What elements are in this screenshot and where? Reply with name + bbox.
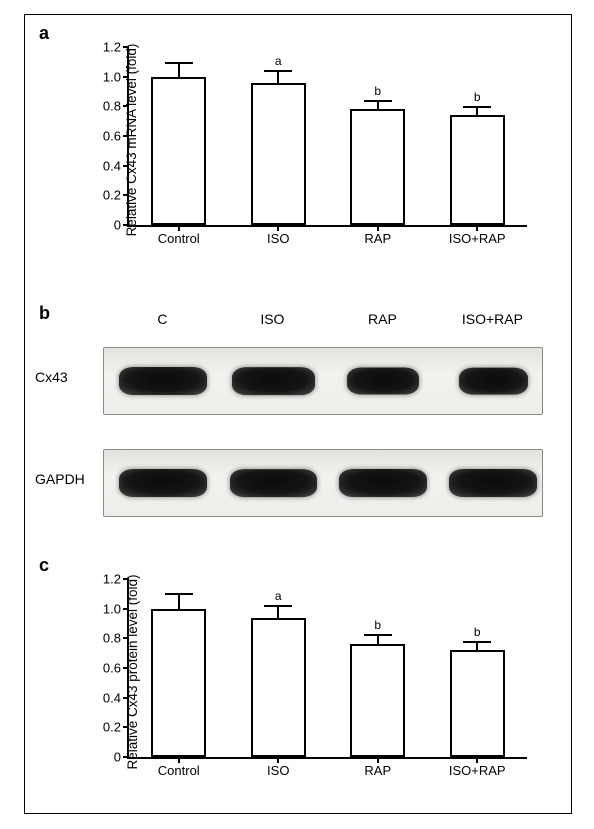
xtick-label: RAP	[364, 763, 391, 778]
blot-band	[119, 367, 207, 395]
ytick-label: 0.4	[103, 690, 121, 705]
bar	[450, 650, 505, 757]
ytick	[123, 756, 129, 758]
blot-row-label: GAPDH	[35, 471, 85, 487]
errorbar-cap	[364, 100, 392, 102]
ytick-label: 0.2	[103, 720, 121, 735]
errorbar-stem	[178, 594, 180, 609]
ytick-label: 0.6	[103, 129, 121, 144]
ytick-label: 1.2	[103, 572, 121, 587]
bar	[151, 77, 206, 225]
chart-c-plot: 00.20.40.60.81.01.2ControlISOaRAPbISO+RA…	[127, 579, 527, 759]
bar	[251, 83, 306, 225]
chart-a: Relative Cx43 mRNA level (fold) 00.20.40…	[93, 25, 543, 255]
blot-column-label: RAP	[368, 311, 397, 327]
errorbar-cap	[463, 641, 491, 643]
significance-label: a	[275, 54, 282, 68]
blot-band	[119, 469, 207, 497]
ytick	[123, 224, 129, 226]
ytick	[123, 608, 129, 610]
figure-frame: a Relative Cx43 mRNA level (fold) 00.20.…	[24, 14, 572, 814]
blot-band	[459, 368, 528, 395]
xtick-label: Control	[158, 231, 200, 246]
bar	[450, 115, 505, 225]
ytick-label: 0.8	[103, 99, 121, 114]
ytick	[123, 76, 129, 78]
blot-column-label: ISO+RAP	[462, 311, 523, 327]
significance-label: b	[474, 90, 481, 104]
ytick	[123, 726, 129, 728]
ytick-label: 0.8	[103, 631, 121, 646]
errorbar-stem	[178, 63, 180, 76]
ytick	[123, 46, 129, 48]
xtick-label: ISO+RAP	[449, 763, 506, 778]
blot-membrane	[103, 347, 543, 415]
significance-label: b	[474, 625, 481, 639]
western-blot: CISORAPISO+RAPCx43GAPDH	[93, 311, 548, 539]
significance-label: a	[275, 589, 282, 603]
errorbar-stem	[377, 101, 379, 109]
panel-a-label: a	[39, 23, 49, 44]
blot-band	[230, 469, 316, 497]
errorbar-cap	[264, 70, 292, 72]
blot-column-label: ISO	[260, 311, 284, 327]
xtick-label: ISO	[267, 763, 289, 778]
errorbar-stem	[277, 71, 279, 83]
errorbar-cap	[165, 593, 193, 595]
ytick	[123, 105, 129, 107]
errorbar-stem	[476, 642, 478, 650]
ytick-label: 0	[114, 750, 121, 765]
xtick-label: RAP	[364, 231, 391, 246]
bar	[350, 109, 405, 225]
errorbar-cap	[165, 62, 193, 64]
xtick-label: ISO	[267, 231, 289, 246]
errorbar-cap	[364, 634, 392, 636]
xtick-label: ISO+RAP	[449, 231, 506, 246]
ytick-label: 1.0	[103, 69, 121, 84]
blot-band	[339, 469, 427, 497]
bar	[151, 609, 206, 757]
bar	[251, 618, 306, 757]
ytick-label: 1.2	[103, 40, 121, 55]
blot-band	[232, 367, 316, 395]
errorbar-cap	[463, 106, 491, 108]
ytick-label: 0.2	[103, 188, 121, 203]
ytick-label: 0.6	[103, 661, 121, 676]
errorbar-stem	[476, 107, 478, 115]
bar	[350, 644, 405, 757]
blot-band	[449, 469, 537, 497]
errorbar-stem	[277, 606, 279, 618]
significance-label: b	[374, 84, 381, 98]
ytick	[123, 578, 129, 580]
ytick-label: 1.0	[103, 601, 121, 616]
panel-c-label: c	[39, 555, 49, 576]
blot-row-label: Cx43	[35, 369, 68, 385]
blot-band	[347, 368, 419, 395]
ytick	[123, 135, 129, 137]
significance-label: b	[374, 618, 381, 632]
errorbar-stem	[377, 635, 379, 644]
blot-column-label: C	[157, 311, 167, 327]
panel-b-label: b	[39, 303, 50, 324]
ytick-label: 0	[114, 218, 121, 233]
ytick	[123, 637, 129, 639]
ytick	[123, 165, 129, 167]
xtick-label: Control	[158, 763, 200, 778]
ytick	[123, 194, 129, 196]
chart-c: Relative Cx43 protein level (fold) 00.20…	[93, 557, 543, 787]
ytick-label: 0.4	[103, 158, 121, 173]
errorbar-cap	[264, 605, 292, 607]
chart-a-plot: 00.20.40.60.81.01.2ControlISOaRAPbISO+RA…	[127, 47, 527, 227]
ytick	[123, 697, 129, 699]
blot-membrane	[103, 449, 543, 517]
ytick	[123, 667, 129, 669]
